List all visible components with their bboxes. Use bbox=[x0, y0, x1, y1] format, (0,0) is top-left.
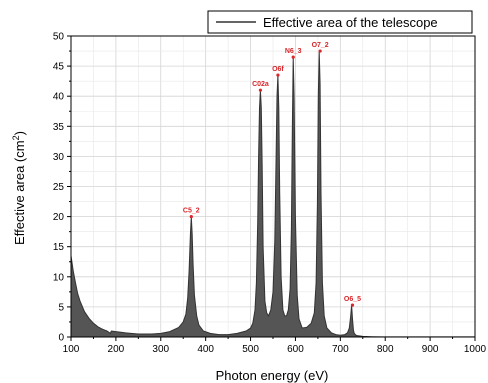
peak-label: C02a bbox=[252, 81, 269, 88]
y-tick-label: 0 bbox=[58, 333, 64, 344]
area-series bbox=[70, 51, 476, 338]
axis-ticks: 100 200 300 400 500 600 700 800 900 1000 0 5 10 15 20 2… bbox=[53, 32, 487, 356]
y-tick-label: 40 bbox=[53, 92, 65, 103]
legend-label: Effective area of the telescope bbox=[263, 15, 438, 30]
x-tick-label: 200 bbox=[108, 344, 125, 355]
x-tick-label: 300 bbox=[152, 344, 169, 355]
x-axis-title: Photon energy (eV) bbox=[216, 368, 329, 383]
y-tick-label: 5 bbox=[58, 302, 64, 313]
y-axis-title-main: Effective area (cm bbox=[12, 140, 27, 245]
x-tick-label: 500 bbox=[242, 344, 259, 355]
grid-lines bbox=[70, 35, 476, 338]
peak-label: O6_5 bbox=[344, 296, 361, 303]
y-tick-label: 45 bbox=[53, 62, 65, 73]
y-axis-title: Effective area (cm2) bbox=[11, 131, 27, 245]
peak-label: O6f bbox=[272, 66, 284, 73]
y-tick-label: 50 bbox=[53, 32, 65, 43]
x-tick-label: 400 bbox=[197, 344, 214, 355]
y-tick-label: 10 bbox=[53, 272, 65, 283]
peak-marker bbox=[189, 215, 193, 219]
y-tick-label: 35 bbox=[53, 122, 65, 133]
legend: Effective area of the telescope bbox=[207, 10, 473, 34]
x-tick-label: 100 bbox=[63, 344, 80, 355]
y-tick-label: 20 bbox=[53, 212, 65, 223]
peak-marker bbox=[276, 73, 280, 77]
x-tick-label: 800 bbox=[377, 344, 394, 355]
x-tick-label: 1000 bbox=[464, 344, 487, 355]
y-tick-label: 25 bbox=[53, 182, 65, 193]
y-axis-title-end: ) bbox=[12, 131, 27, 135]
legend-box bbox=[207, 10, 473, 34]
peak-marker bbox=[258, 88, 263, 92]
peak-label: O7_2 bbox=[312, 42, 329, 49]
peak-label: N6_3 bbox=[285, 48, 302, 55]
peak-labels: C5_2 C02a O6f N6_3 O7_2 O6_5 bbox=[183, 42, 361, 307]
peak-marker bbox=[291, 55, 295, 59]
y-axis-title-sup: 2 bbox=[11, 135, 21, 140]
x-tick-label: 700 bbox=[332, 344, 349, 355]
peak-label: C5_2 bbox=[183, 208, 200, 215]
x-tick-label: 600 bbox=[287, 344, 304, 355]
x-tick-label: 900 bbox=[422, 344, 439, 355]
peak-marker bbox=[350, 303, 355, 307]
peak-marker bbox=[318, 49, 322, 53]
y-tick-label: 30 bbox=[53, 152, 65, 163]
plot-area bbox=[70, 51, 476, 338]
y-tick-label: 15 bbox=[53, 242, 65, 253]
